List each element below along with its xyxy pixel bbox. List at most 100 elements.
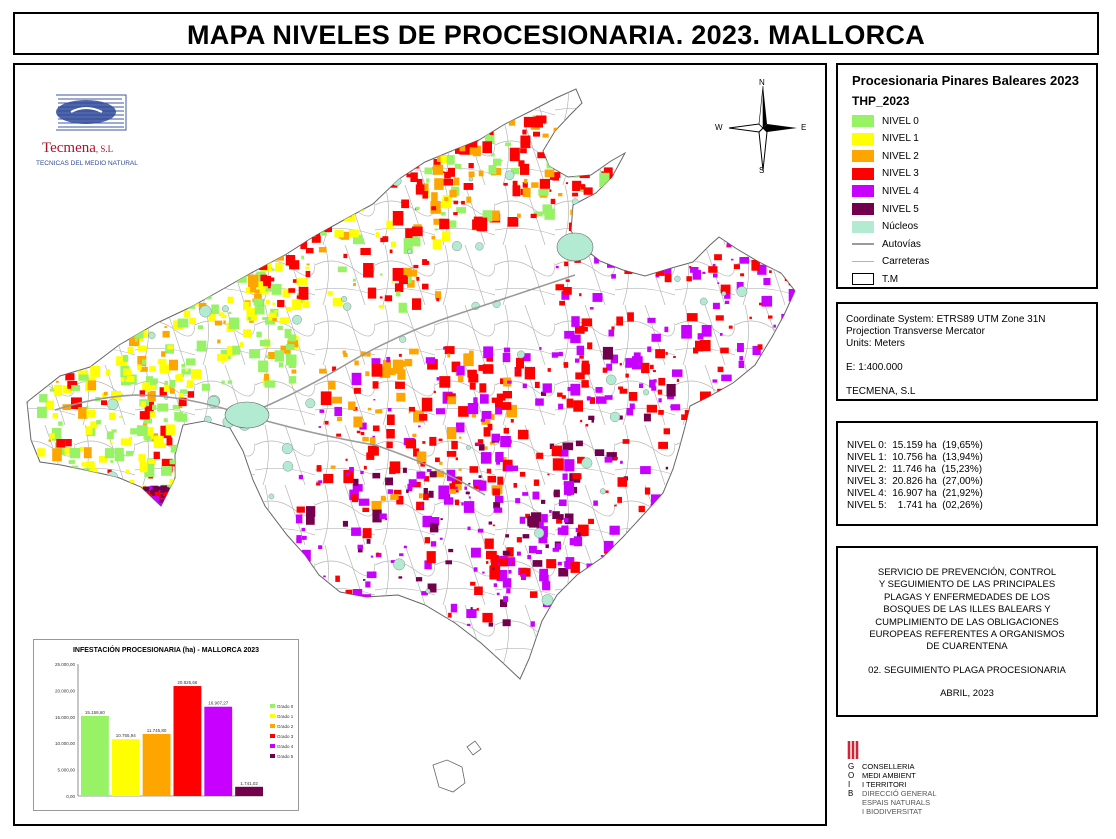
infestation-patch — [528, 520, 539, 528]
infestation-patch — [438, 438, 443, 442]
infestation-patch — [305, 266, 310, 270]
nucleo — [699, 297, 708, 306]
infestation-patch — [135, 338, 138, 342]
infestation-patch — [181, 363, 186, 368]
infestation-patch — [782, 261, 790, 267]
infestation-patch — [436, 408, 446, 415]
nucleo — [72, 340, 82, 350]
infestation-patch — [492, 524, 496, 527]
infestation-patch — [724, 292, 731, 299]
infestation-patch — [191, 493, 197, 497]
infestation-patch — [351, 527, 361, 536]
infestation-patch — [588, 415, 595, 420]
infestation-patch — [782, 414, 785, 417]
infestation-patch — [242, 329, 252, 337]
infestation-patch — [158, 493, 163, 498]
infestation-patch — [588, 518, 594, 524]
service-description: SERVICIO DE PREVENCIÓN, CONTROL Y SEGUIM… — [869, 567, 1065, 653]
infestation-patch — [558, 193, 563, 197]
infestation-patch — [68, 467, 73, 473]
infestation-patch — [577, 456, 585, 464]
infestation-patch — [150, 485, 159, 496]
infestation-patch — [535, 398, 544, 406]
infestation-patch — [174, 501, 177, 504]
infestation-patch — [292, 299, 302, 310]
infestation-patch — [482, 612, 493, 623]
infestation-patch — [304, 168, 310, 174]
infestation-patch — [424, 537, 430, 544]
infestation-patch — [582, 145, 593, 153]
infestation-patch — [164, 524, 170, 529]
infestation-patch — [174, 471, 181, 477]
infestation-patch — [785, 407, 794, 415]
infestation-patch — [669, 546, 678, 557]
infestation-patch — [512, 180, 518, 187]
infestation-patch — [492, 567, 495, 570]
infestation-patch — [135, 499, 143, 508]
infestation-patch — [579, 169, 590, 179]
company-name: Tecmena, S.L — [42, 140, 114, 156]
infestation-patch — [322, 171, 330, 181]
infestation-patch — [339, 174, 350, 186]
nucleo — [341, 296, 348, 303]
infestation-patch — [37, 448, 45, 457]
infestation-patch — [575, 372, 585, 380]
infestation-patch — [632, 236, 639, 242]
infestation-patch — [120, 438, 132, 446]
infestation-patch — [620, 460, 623, 464]
nucleo — [468, 176, 474, 182]
coord-units: Units: Meters — [846, 338, 905, 349]
infestation-patch — [387, 408, 392, 412]
infestation-patch — [262, 317, 267, 320]
nucleo — [721, 291, 727, 297]
infestation-patch — [536, 115, 547, 124]
infestation-patch — [305, 270, 311, 278]
infestation-patch — [339, 618, 349, 625]
infestation-patch — [580, 184, 586, 190]
infestation-patch — [639, 383, 644, 388]
infestation-patch — [614, 504, 617, 507]
nucleo — [407, 248, 413, 255]
infestation-patch — [190, 425, 198, 434]
infestation-patch — [422, 441, 426, 444]
infestation-patch — [434, 228, 437, 231]
infestation-patch — [430, 541, 437, 547]
infestation-patch — [172, 404, 180, 410]
infestation-patch — [343, 469, 354, 484]
infestation-patch — [137, 503, 144, 511]
infestation-patch — [721, 374, 732, 382]
infestation-patch — [496, 393, 506, 401]
infestation-patch — [192, 523, 196, 527]
infestation-patch — [685, 244, 693, 252]
infestation-patch — [625, 373, 629, 378]
infestation-patch — [243, 301, 250, 310]
infestation-patch — [566, 398, 574, 408]
infestation-patch — [375, 232, 380, 238]
infestation-patch — [183, 503, 189, 508]
infestation-patch — [448, 132, 454, 137]
infestation-patch — [192, 510, 199, 517]
infestation-patch — [190, 517, 199, 525]
infestation-patch — [196, 340, 207, 352]
infestation-patch — [177, 499, 183, 506]
infestation-patch — [172, 516, 176, 520]
infestation-patch — [503, 427, 509, 434]
infestation-patch — [218, 312, 225, 317]
infestation-patch — [542, 581, 551, 591]
infestation-patch — [562, 442, 574, 451]
infestation-patch — [250, 284, 257, 293]
infestation-patch — [138, 499, 144, 504]
compass-n: N — [759, 78, 765, 87]
infestation-patch — [147, 296, 158, 307]
infestation-patch — [589, 397, 595, 404]
infestation-patch — [186, 358, 196, 366]
infestation-patch — [717, 388, 726, 401]
infestation-patch — [398, 576, 403, 579]
infestation-patch — [536, 550, 542, 554]
infestation-patch — [678, 474, 681, 477]
chart-svg: INFESTACIÓN PROCESIONARIA (ha) - MALLORC… — [55, 645, 294, 799]
infestation-patch — [190, 458, 193, 462]
infestation-patch — [152, 404, 157, 411]
infestation-patch — [453, 200, 459, 205]
infestation-patch — [656, 571, 661, 576]
